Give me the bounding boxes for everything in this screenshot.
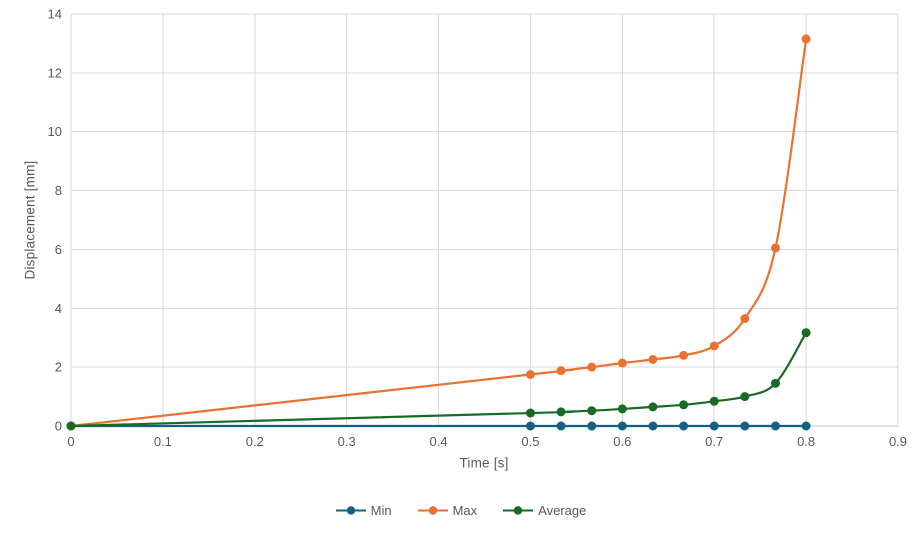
- x-tick-label: 0.2: [246, 434, 264, 449]
- y-axis-title: Displacement [mm]: [22, 160, 38, 280]
- y-tick-label: 6: [55, 242, 62, 257]
- data-point-max[interactable]: [679, 350, 689, 360]
- legend-item-average[interactable]: Average: [503, 503, 586, 518]
- data-point-max[interactable]: [771, 243, 781, 253]
- data-point-max[interactable]: [648, 354, 658, 364]
- data-point-average[interactable]: [525, 408, 535, 418]
- data-point-min[interactable]: [709, 421, 719, 431]
- data-point-average[interactable]: [648, 402, 658, 412]
- legend-label-min: Min: [370, 503, 392, 518]
- data-point-average[interactable]: [771, 378, 781, 388]
- legend: Min Max Average: [0, 503, 922, 518]
- y-tick-label: 8: [55, 183, 62, 198]
- x-tick-label: 0: [67, 434, 74, 449]
- y-tick-label: 0: [55, 419, 62, 434]
- x-tick-label: 0.1: [154, 434, 172, 449]
- x-tick-label: 0.4: [430, 434, 448, 449]
- data-point-max[interactable]: [525, 370, 535, 379]
- data-point-average[interactable]: [587, 406, 597, 416]
- y-tick-label: 14: [48, 7, 62, 22]
- x-tick-label: 0.9: [889, 434, 907, 449]
- data-point-max[interactable]: [617, 358, 627, 368]
- data-point-max[interactable]: [801, 34, 811, 44]
- data-point-min[interactable]: [617, 421, 627, 431]
- series-line-max[interactable]: [69, 37, 808, 428]
- data-point-average[interactable]: [679, 400, 689, 410]
- data-point-average[interactable]: [740, 392, 750, 402]
- data-point-min[interactable]: [587, 421, 597, 431]
- legend-marker-average-icon: [503, 506, 534, 515]
- data-point-min[interactable]: [525, 421, 535, 431]
- data-point-min[interactable]: [556, 421, 566, 431]
- x-tick-label: 0.6: [613, 434, 631, 449]
- legend-marker-min-icon: [335, 506, 366, 515]
- data-point-max[interactable]: [740, 314, 750, 324]
- data-point-max[interactable]: [587, 362, 597, 372]
- data-point-min[interactable]: [771, 421, 781, 431]
- data-point-max[interactable]: [556, 366, 566, 376]
- x-axis-title: Time [s]: [459, 455, 509, 471]
- x-tick-label: 0.5: [521, 434, 539, 449]
- y-tick-label: 2: [55, 360, 62, 375]
- data-point-min[interactable]: [679, 421, 689, 431]
- legend-item-max[interactable]: Max: [417, 503, 478, 518]
- legend-label-max: Max: [452, 503, 478, 518]
- data-point-average[interactable]: [709, 396, 719, 406]
- y-tick-label: 10: [48, 124, 62, 139]
- y-tick-label: 12: [48, 65, 62, 80]
- y-tick-label: 4: [55, 301, 62, 316]
- legend-marker-max-icon: [417, 506, 448, 515]
- x-tick-label: 0.8: [797, 434, 815, 449]
- data-point-average[interactable]: [66, 421, 76, 431]
- legend-label-average: Average: [538, 503, 587, 518]
- data-point-average[interactable]: [801, 328, 811, 338]
- x-tick-label: 0.3: [338, 434, 356, 449]
- x-tick-label: 0.7: [705, 434, 723, 449]
- data-point-average[interactable]: [617, 404, 627, 414]
- legend-item-min[interactable]: Min: [335, 503, 392, 518]
- data-point-max[interactable]: [709, 341, 719, 351]
- data-point-min[interactable]: [740, 421, 750, 431]
- data-point-average[interactable]: [556, 407, 566, 417]
- data-point-min[interactable]: [801, 421, 811, 431]
- data-point-min[interactable]: [648, 421, 658, 431]
